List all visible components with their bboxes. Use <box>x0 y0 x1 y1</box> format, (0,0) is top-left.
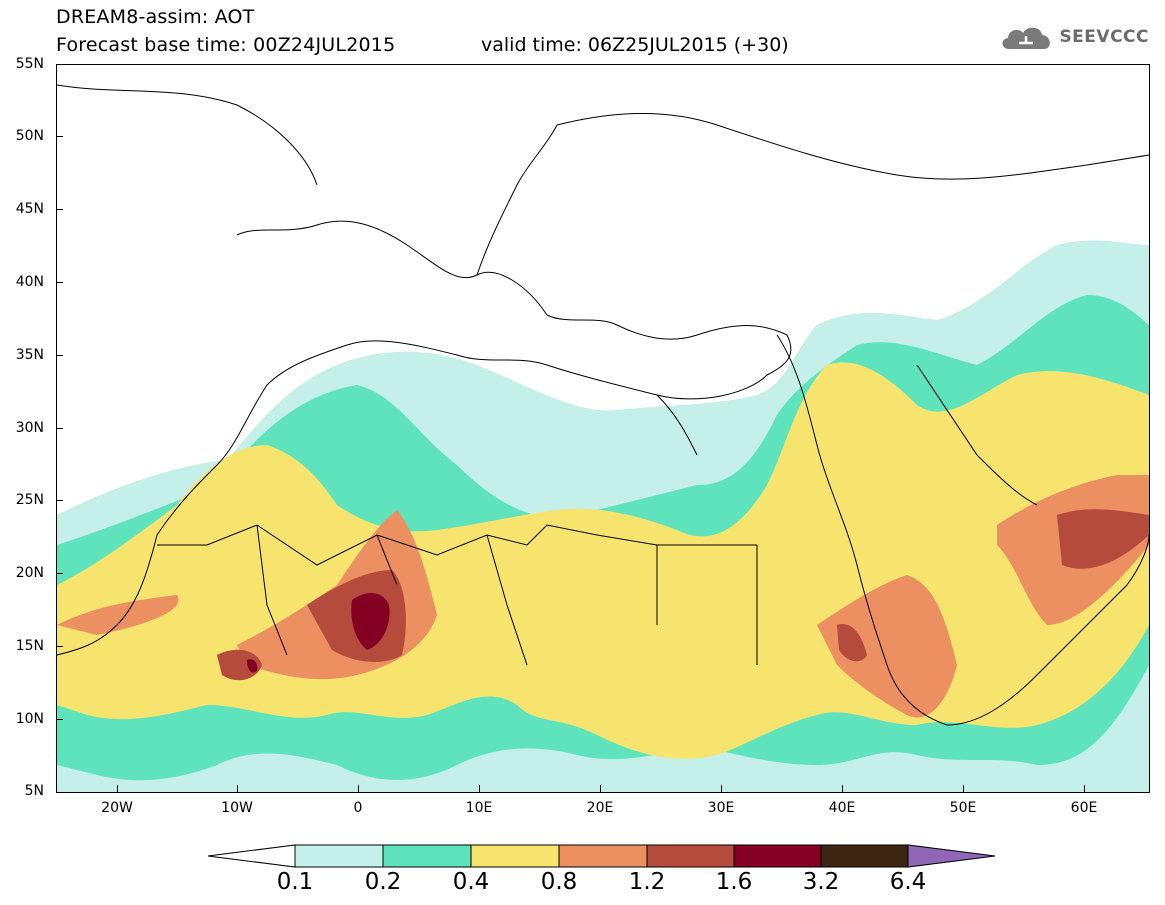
lat-label: 15N <box>15 638 44 654</box>
lat-label: 55N <box>15 56 44 72</box>
lon-label: 0 <box>353 800 363 816</box>
lat-label: 5N <box>24 783 44 799</box>
aot-map <box>57 84 1149 792</box>
colorbar-label: 1.6 <box>715 869 753 895</box>
aot-band-0-8 <box>57 475 1149 718</box>
lat-label: 25N <box>15 492 44 508</box>
lat-tick <box>56 500 63 501</box>
logo-text: SEEVCCC <box>1059 27 1149 47</box>
colorbar-swatch <box>470 844 560 868</box>
lon-tick <box>721 785 722 792</box>
lat-label: 35N <box>15 347 44 363</box>
lat-tick <box>56 282 63 283</box>
base-time-label: Forecast base time: 00Z24JUL2015 <box>56 34 396 56</box>
coastlines <box>57 84 1149 726</box>
colorbar-label: 6.4 <box>889 869 927 895</box>
logo: SEEVCCC <box>999 22 1149 52</box>
lat-label: 40N <box>15 274 44 290</box>
lat-label: 10N <box>15 711 44 727</box>
lon-tick <box>117 785 118 792</box>
lat-tick <box>56 136 63 137</box>
aot-band-1-6 <box>247 593 390 673</box>
lon-tick <box>600 785 601 792</box>
cloud-icon <box>1002 27 1051 49</box>
colorbar-swatch <box>294 844 384 868</box>
lat-tick <box>56 209 63 210</box>
lon-tick <box>358 785 359 792</box>
lat-tick <box>56 646 63 647</box>
colorbar-swatch <box>646 844 735 868</box>
map-area <box>56 64 1150 793</box>
colorbar-low-arrow <box>207 844 296 868</box>
lat-label: 20N <box>15 565 44 581</box>
colorbar-label: 1.2 <box>628 869 666 895</box>
lon-tick <box>963 785 964 792</box>
lat-tick <box>56 573 63 574</box>
valid-time-label: valid time: 06Z25JUL2015 (+30) <box>481 34 789 56</box>
chart-title: DREAM8-assim: AOT <box>56 6 255 28</box>
colorbar-high-arrow <box>907 844 996 868</box>
lat-label: 50N <box>15 128 44 144</box>
lon-tick <box>1084 785 1085 792</box>
colorbar-label: 0.8 <box>540 869 578 895</box>
lat-label: 45N <box>15 201 44 217</box>
colorbar-swatch <box>382 844 472 868</box>
lon-label: 30E <box>707 800 735 816</box>
lat-tick <box>56 428 63 429</box>
lon-label: 20E <box>586 800 614 816</box>
colorbar-swatch <box>733 844 822 868</box>
colorbar-label: 0.4 <box>452 869 490 895</box>
lon-label: 60E <box>1070 800 1098 816</box>
lat-label: 30N <box>15 420 44 436</box>
lon-tick <box>237 785 238 792</box>
colorbar-label: 0.1 <box>276 869 314 895</box>
lon-tick <box>842 785 843 792</box>
lat-tick <box>56 355 63 356</box>
lon-label: 20W <box>101 800 133 816</box>
lon-label: 40E <box>828 800 856 816</box>
colorbar-swatch <box>820 844 909 868</box>
colorbar-swatch <box>558 844 648 868</box>
lon-label: 10W <box>221 800 253 816</box>
lon-tick <box>479 785 480 792</box>
colorbar-label: 0.2 <box>364 869 402 895</box>
aot-band-1-2 <box>217 509 1149 681</box>
colorbar-label: 3.2 <box>802 869 840 895</box>
lon-label: 10E <box>465 800 493 816</box>
lat-tick <box>56 64 63 65</box>
lat-tick <box>56 719 63 720</box>
lon-label: 50E <box>949 800 977 816</box>
